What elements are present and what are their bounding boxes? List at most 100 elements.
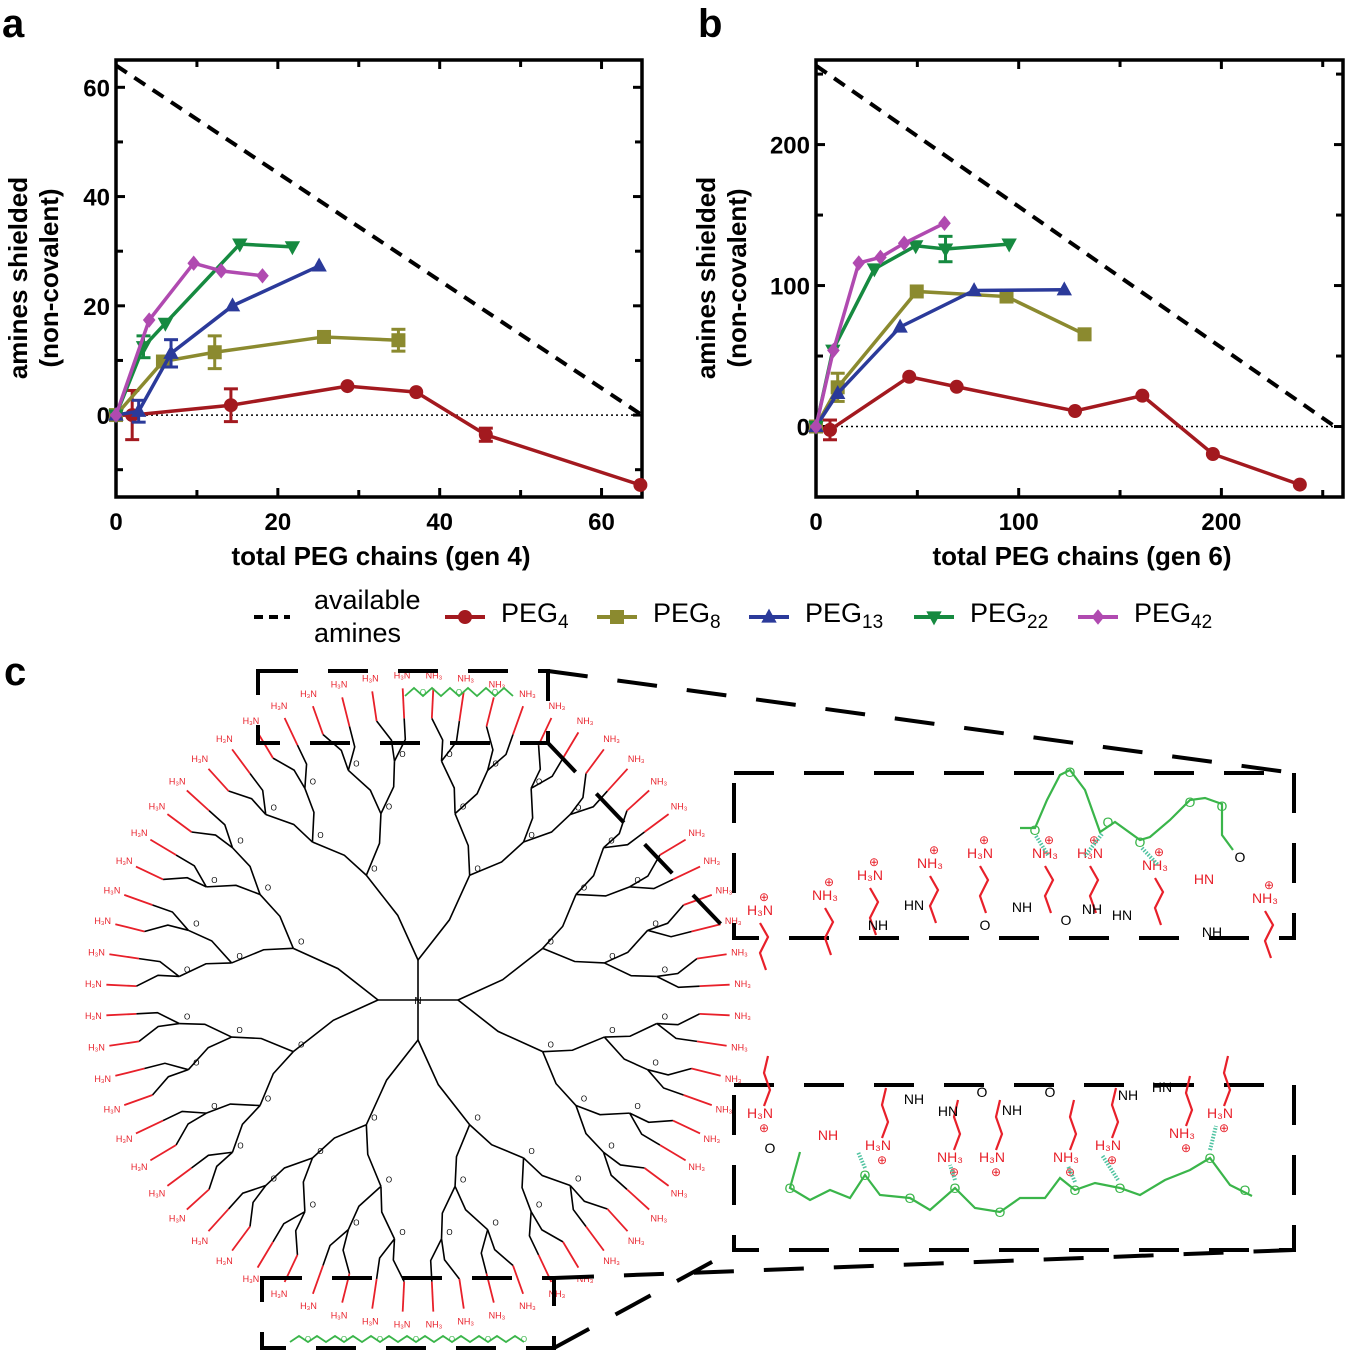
legend-swatch (749, 608, 789, 623)
amine-arm (978, 865, 990, 914)
amine-arm (341, 697, 351, 727)
ammonium-label: NH₃ (731, 947, 748, 957)
peg-oxygen-label: O (449, 1335, 455, 1344)
backbone-bond (304, 788, 315, 843)
oxygen-label: O (475, 864, 481, 873)
amine-arm (109, 953, 140, 960)
backbone-bond (259, 1051, 294, 1106)
amine-arm (458, 1278, 465, 1309)
plot-frame (814, 58, 1345, 499)
ammonium-label: H₃N (331, 680, 348, 690)
backbone-bond (292, 947, 379, 1001)
amine-arm (1153, 877, 1165, 926)
legend-label-subscript: 13 (862, 612, 884, 633)
peg13-point (966, 282, 982, 297)
legend-label-subscript: 42 (1191, 612, 1213, 633)
legend-label: PEG22 (970, 598, 1048, 634)
backbone-bond (136, 1011, 180, 1025)
ammonium-label: H₃N (865, 1137, 891, 1153)
series-peg42 (809, 215, 951, 435)
oxygen-label: O (662, 965, 668, 974)
peg-oxygen-label: O (377, 1335, 383, 1344)
peg-oxygen-label: O (1030, 822, 1041, 838)
backbone-bond (208, 1151, 234, 1190)
amine-arm (1088, 865, 1100, 914)
amine-arm (430, 1281, 435, 1312)
backbone-bond (542, 947, 605, 964)
positive-charge-icon: ⊕ (1107, 1153, 1117, 1167)
backbone-bond (322, 1229, 349, 1266)
peg-oxygen-label: O (1065, 764, 1076, 780)
amine-arm (135, 1119, 164, 1135)
amide-label: HN (1194, 871, 1214, 887)
backbone-bond (569, 1185, 587, 1227)
oxygen-label: O (399, 750, 405, 759)
ammonium-label: H₃N (104, 886, 121, 896)
positive-charge-icon: ⊕ (1219, 1121, 1229, 1135)
backbone-bond (342, 1229, 351, 1274)
peg-oxygen-label: O (1070, 1182, 1081, 1198)
hydrogen-bond (1034, 834, 1050, 857)
oxygen-label: O (446, 1228, 452, 1237)
peg42-point (187, 255, 200, 271)
oxygen-label: O (399, 1228, 405, 1237)
backbone-bond (656, 1022, 698, 1043)
amine-arm (626, 789, 650, 812)
ammonium-label: NH₃ (457, 1316, 474, 1326)
backbone-bond (570, 790, 608, 816)
backbone-bond (575, 1104, 630, 1116)
hydrogen-bond (1208, 1125, 1218, 1151)
oxygen-label: O (635, 1102, 641, 1111)
backbone-bond (228, 790, 267, 816)
carbonyl-oxygen-label: O (1061, 912, 1072, 928)
y-tick-label: 60 (83, 75, 110, 102)
oxygen-label: O (446, 750, 452, 759)
peg8-point (909, 284, 924, 299)
peg42-point (109, 407, 123, 423)
amine-arm (430, 688, 435, 719)
ammonium-label: NH₃ (716, 886, 733, 896)
peg-oxygen-label: O (785, 1180, 796, 1196)
ammonium-label: H₃N (85, 1011, 102, 1021)
peg8-point (999, 289, 1014, 304)
backbone-bond (542, 894, 577, 949)
peg-oxygen-label: O (1135, 834, 1146, 850)
peg-chain (1020, 768, 1234, 851)
amine-arm (135, 865, 164, 881)
backbone-bond (604, 962, 657, 978)
amine-arm (683, 1094, 713, 1106)
ammonium-label: NH₃ (426, 670, 443, 680)
plot-frame (114, 58, 644, 499)
backbone-bond (152, 904, 189, 931)
ammonium-label: H₃N (747, 902, 773, 918)
backbone-bond (530, 745, 542, 789)
carbonyl-oxygen-label: O (1235, 849, 1246, 865)
backbone-bond (144, 924, 189, 933)
peg-oxygen-label: O (1217, 798, 1228, 814)
amine-arm (1263, 910, 1275, 959)
peg42-point (809, 418, 823, 435)
peg4-point (633, 477, 648, 492)
amine-arm (166, 1167, 193, 1187)
hydrogen-bond (1100, 1153, 1120, 1182)
legend-label-subscript: 22 (1027, 612, 1049, 633)
ammonium-label: NH₃ (577, 716, 594, 726)
amide-label: NH (868, 917, 888, 933)
backbone-bond (249, 773, 267, 815)
backbone-bond (602, 1152, 628, 1190)
oxygen-label: O (310, 777, 316, 786)
peg-oxygen-label: O (305, 1335, 311, 1344)
peg42-point (827, 342, 840, 359)
backbone-bond (469, 841, 525, 877)
ammonium-label: NH₃ (703, 856, 720, 866)
carbonyl-oxygen-label: O (765, 1140, 776, 1156)
ammonium-label: H₃N (394, 1320, 411, 1330)
amide-label: HN (938, 1103, 958, 1119)
ammonium-label: NH₃ (731, 1043, 748, 1053)
peg13-point (1056, 281, 1072, 296)
positive-charge-icon: ⊕ (759, 890, 769, 904)
amine-arm (928, 875, 940, 924)
amine-arm (1222, 1055, 1232, 1107)
backbone-bond (647, 1069, 684, 1096)
ammonium-label: NH₃ (688, 1162, 705, 1172)
